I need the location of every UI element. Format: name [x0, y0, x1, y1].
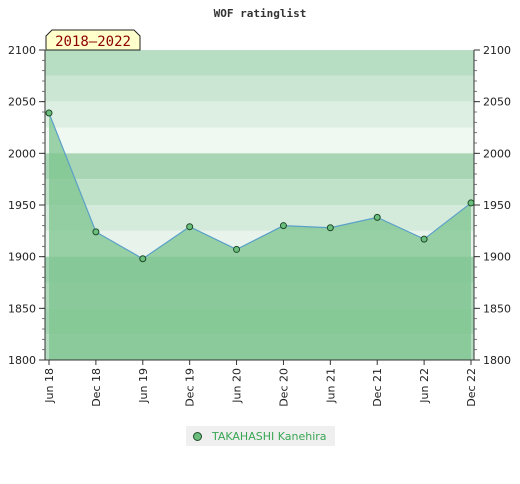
data-point — [279, 222, 287, 230]
x-tick-label: Jun 22 — [418, 368, 431, 404]
area-layer — [48, 112, 472, 361]
data-point — [373, 213, 381, 221]
y-tick-label-left: 2000 — [8, 147, 36, 160]
band — [45, 127, 474, 154]
data-point — [45, 109, 53, 117]
band — [45, 205, 474, 231]
y-tick-label-left: 1800 — [8, 354, 36, 367]
y-tick-label-right: 2000 — [483, 147, 511, 160]
legend-label: TAKAHASHI Kanehira — [212, 429, 327, 443]
period-badge-box — [45, 29, 141, 51]
band — [45, 101, 474, 128]
series-line — [48, 112, 472, 260]
y-tick-label-left: 1950 — [8, 199, 36, 212]
legend-marker-icon — [193, 431, 202, 441]
y-tick-label-left: 2050 — [8, 96, 36, 109]
y-tick-label-right: 2100 — [483, 44, 511, 57]
y-tick-label-left: 1850 — [8, 302, 36, 315]
band — [45, 179, 474, 205]
y-tick-label-right: 1900 — [483, 251, 511, 264]
axes: 1800 1800 1850 1850 1900 1900 1950 1950 2000 2000… — [8, 44, 511, 407]
band — [45, 153, 474, 180]
data-point — [186, 223, 194, 231]
data-point — [467, 199, 475, 207]
x-tick-label: Dec 22 — [465, 368, 478, 407]
x-tick-label: Jun 19 — [137, 368, 150, 404]
data-point — [420, 235, 428, 243]
x-tick-label: Dec 21 — [371, 368, 384, 407]
chart-title: WOF ratinglist — [214, 7, 307, 20]
x-tick-label: Dec 18 — [90, 368, 103, 407]
y-tick-label-left: 2100 — [8, 44, 36, 57]
y-tick-label-right: 1850 — [483, 302, 511, 315]
data-point — [233, 245, 241, 253]
band — [45, 75, 474, 102]
series-area — [49, 113, 471, 361]
band — [45, 50, 474, 76]
period-badge: 2018–2022 — [45, 29, 141, 51]
data-point — [92, 228, 100, 236]
x-tick-label: Jun 20 — [231, 368, 244, 404]
x-tick-label: Jun 18 — [43, 368, 56, 404]
y-tick-label-left: 1900 — [8, 251, 36, 264]
data-point — [139, 255, 147, 263]
y-tick-label-right: 1800 — [483, 354, 511, 367]
period-badge-text: 2018–2022 — [55, 34, 131, 50]
y-tick-label-right: 1950 — [483, 199, 511, 212]
legend[interactable]: TAKAHASHI Kanehira — [186, 426, 335, 446]
data-point — [326, 224, 334, 232]
x-tick-label: Dec 19 — [184, 368, 197, 407]
x-tick-label: Jun 21 — [324, 368, 337, 404]
markers — [45, 109, 475, 263]
y-tick-label-right: 2050 — [483, 96, 511, 109]
x-tick-label: Dec 20 — [277, 368, 290, 407]
